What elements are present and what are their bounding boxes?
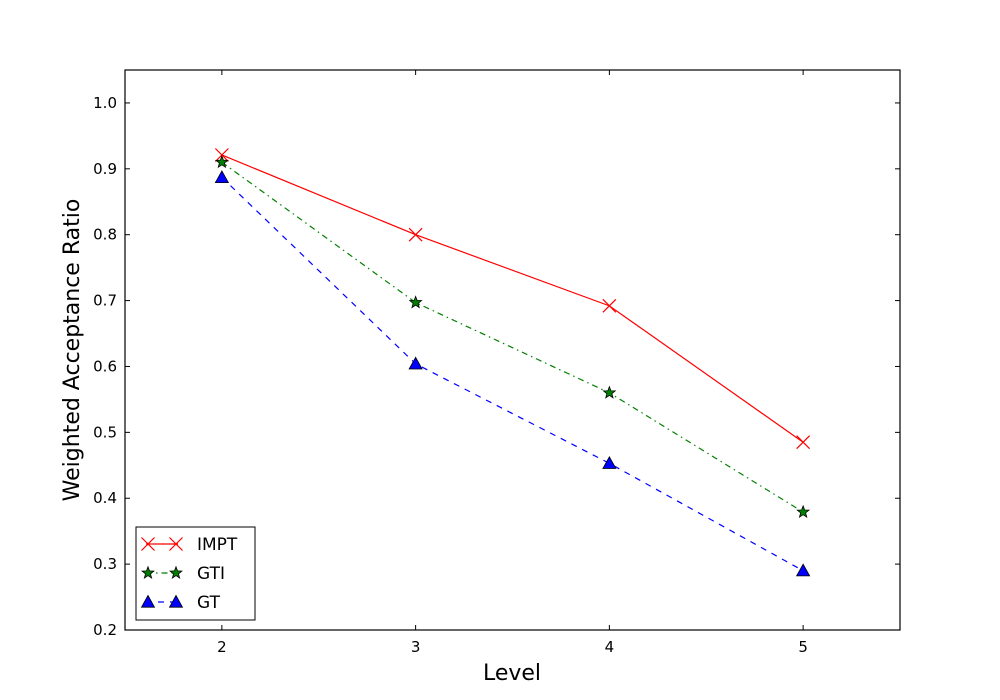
legend-label: IMPT [197, 535, 238, 555]
series-gti [214, 154, 811, 519]
series-layer [214, 148, 811, 577]
legend-frame [135, 526, 256, 621]
series-line [221, 161, 804, 513]
x-axis-title: Level [483, 661, 541, 686]
data-point [214, 154, 229, 169]
y-tick-label: 0.6 [93, 357, 117, 375]
y-tick-label: 0.9 [93, 160, 117, 178]
data-point [602, 298, 617, 313]
y-axis-title: Weighted Acceptance Ratio [60, 199, 85, 502]
series-impt [214, 148, 811, 450]
data-point [796, 435, 811, 450]
y-tick-label: 0.4 [93, 489, 117, 507]
data-point [214, 170, 230, 183]
legend-marker [169, 537, 183, 551]
legend: IMPT GTI GT [135, 526, 256, 621]
y-tick-label: 1.0 [93, 94, 117, 112]
data-point [408, 227, 423, 242]
y-tick-label: 0.7 [93, 292, 117, 310]
y-tick-label: 0.3 [93, 555, 117, 573]
legend-item: GT [140, 593, 221, 613]
legend-marker [141, 565, 155, 579]
data-point [795, 563, 811, 577]
x-tick-label: 3 [411, 638, 421, 656]
data-point [602, 385, 617, 399]
data-point [408, 356, 423, 370]
series-line [221, 176, 804, 572]
series-gt [214, 170, 811, 577]
data-point [602, 455, 617, 469]
x-tick-label: 5 [798, 638, 808, 656]
legend-label: GTI [197, 564, 225, 584]
axis-ticks: 2 3 4 5 0.2 0.3 0.4 0.5 0.6 0.7 0.8 0.9 1.0 [93, 70, 900, 656]
x-tick-label: 2 [217, 638, 227, 656]
legend-item: GTI [141, 564, 225, 584]
y-tick-label: 0.5 [93, 423, 117, 441]
y-tick-label: 0.8 [93, 226, 117, 244]
legend-marker [140, 594, 156, 608]
legend-marker [141, 537, 155, 551]
legend-label: GT [197, 593, 221, 613]
x-tick-label: 4 [605, 638, 615, 656]
data-point [408, 295, 423, 309]
legend-marker [168, 594, 184, 608]
series-line [221, 154, 804, 443]
legend-marker [169, 565, 183, 579]
data-point [796, 504, 811, 519]
legend-item: IMPT [141, 535, 238, 555]
y-tick-label: 0.2 [93, 621, 117, 639]
